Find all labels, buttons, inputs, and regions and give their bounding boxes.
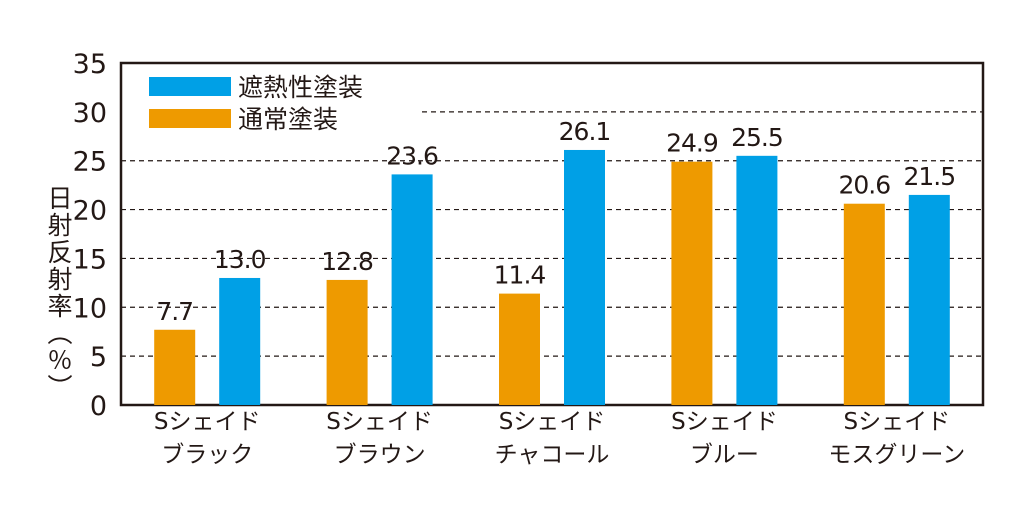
data-label: 13.0: [214, 245, 266, 274]
bar: [499, 293, 540, 405]
y-tick-label: 0: [90, 391, 107, 422]
data-label: 24.9: [666, 129, 718, 158]
y-axis-label: 日射反射率（％）: [44, 185, 73, 401]
bar: [736, 155, 778, 405]
x-tick-label: ブラウン: [334, 442, 426, 468]
x-tick-label: Sシェイド: [154, 409, 261, 435]
x-tick-label: チャコール: [495, 442, 610, 468]
bar: [671, 161, 713, 405]
x-tick-label: ブルー: [690, 442, 759, 468]
data-label: 23.6: [386, 141, 438, 170]
x-tick-label: Sシェイド: [843, 409, 950, 435]
y-tick-label: 5: [90, 342, 107, 373]
y-tick-label: 10: [73, 293, 107, 324]
data-label: 12.8: [321, 247, 373, 276]
y-tick-label: 35: [73, 49, 107, 80]
y-tick-label: 20: [73, 196, 107, 227]
plot-frame: [119, 61, 985, 407]
legend-swatch: [149, 77, 231, 96]
data-label: 21.5: [903, 162, 955, 191]
legend-swatch: [149, 109, 231, 128]
x-tick-label: ブラック: [161, 442, 253, 468]
x-tick-label: Sシェイド: [671, 409, 778, 435]
data-label: 20.6: [838, 171, 890, 200]
bar: [219, 277, 261, 405]
x-tick-label: Sシェイド: [499, 409, 606, 435]
data-label: 26.1: [559, 117, 611, 146]
bar: [564, 149, 605, 405]
x-tick-label: Sシェイド: [326, 409, 433, 435]
data-label: 25.5: [731, 123, 783, 152]
y-tick-label: 30: [73, 98, 107, 129]
x-tick-label: モスグリーン: [828, 442, 965, 468]
bar: [843, 203, 885, 405]
bar: [908, 194, 950, 405]
bar: [154, 329, 196, 405]
bar: [326, 279, 368, 405]
bar: [391, 174, 433, 405]
y-tick-label: 25: [73, 147, 107, 178]
data-label: 7.7: [156, 297, 193, 326]
y-tick-label: 15: [73, 244, 107, 275]
data-label: 11.4: [494, 261, 546, 290]
legend-label: 通常塗装: [238, 105, 338, 134]
legend-label: 遮熱性塗装: [238, 73, 363, 102]
